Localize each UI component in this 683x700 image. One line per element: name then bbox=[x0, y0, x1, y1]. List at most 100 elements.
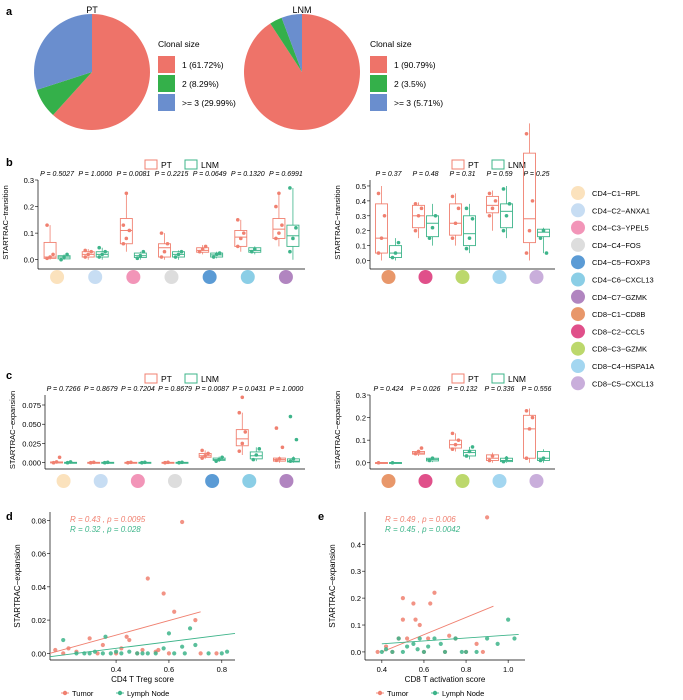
data-point bbox=[501, 459, 506, 464]
y-tick-label: 0.0 bbox=[351, 648, 361, 657]
y-tick-label: 0.08 bbox=[31, 516, 46, 525]
legend-label: Tumor bbox=[387, 689, 409, 698]
data-point bbox=[527, 427, 532, 431]
x-tick-label: 0.4 bbox=[377, 665, 387, 674]
celltype-dot bbox=[50, 270, 65, 284]
data-point bbox=[200, 456, 204, 460]
data-point bbox=[119, 646, 124, 651]
correlation-annotation: R = 0.32 , p = 0.028 bbox=[70, 525, 141, 534]
data-point bbox=[450, 194, 455, 199]
data-point bbox=[467, 449, 472, 454]
data-point bbox=[68, 460, 73, 464]
data-point bbox=[166, 631, 172, 636]
data-point bbox=[463, 649, 469, 655]
data-point bbox=[83, 248, 88, 253]
data-point bbox=[530, 415, 535, 420]
legend-swatch-lnm bbox=[491, 159, 505, 170]
pie-lnm: LNM Clonal size 1 (90.79%) 2 (3.5%) >= 3… bbox=[244, 5, 443, 130]
data-point bbox=[238, 236, 243, 241]
data-point bbox=[433, 213, 438, 218]
celltype-dot bbox=[492, 474, 507, 488]
box bbox=[486, 195, 499, 214]
pie-slice bbox=[36, 72, 92, 115]
celltype-dot bbox=[418, 474, 433, 488]
y-tick-label: 0.04 bbox=[31, 583, 46, 592]
data-point bbox=[485, 636, 490, 641]
data-point bbox=[405, 644, 410, 649]
data-point bbox=[82, 651, 87, 656]
p-value: P = 0.25 bbox=[523, 171, 549, 178]
data-point bbox=[415, 647, 420, 652]
box bbox=[375, 203, 388, 254]
p-value: P = 0.59 bbox=[486, 171, 512, 178]
data-point bbox=[161, 591, 166, 596]
data-point bbox=[141, 249, 146, 254]
y-tick-label: 0.2 bbox=[24, 203, 34, 212]
data-point bbox=[166, 651, 172, 656]
data-point bbox=[379, 649, 384, 655]
data-point bbox=[376, 191, 381, 196]
data-point bbox=[237, 449, 242, 453]
y-tick-label: 0.050 bbox=[22, 420, 41, 429]
data-point bbox=[159, 231, 164, 235]
data-point bbox=[541, 456, 546, 461]
boxplot-expansion-cd4: 0.000 0.025 0.050 0.075 STARTRAC−expansion P … bbox=[8, 386, 305, 488]
data-point bbox=[211, 255, 216, 259]
pie-slice bbox=[53, 14, 150, 130]
data-point bbox=[87, 636, 92, 641]
data-point bbox=[162, 249, 167, 254]
celltype-swatch bbox=[571, 324, 585, 339]
data-point bbox=[86, 252, 91, 257]
data-point bbox=[45, 256, 49, 261]
data-point bbox=[173, 255, 178, 259]
p-value: P = 0.37 bbox=[375, 171, 402, 178]
correlation-annotation: R = 0.49 , p = 0.006 bbox=[385, 515, 456, 524]
data-point bbox=[219, 651, 224, 656]
panel-label-b: b bbox=[6, 157, 13, 169]
x-tick-label: 0.8 bbox=[461, 665, 471, 674]
data-point bbox=[161, 646, 166, 651]
data-point bbox=[51, 252, 55, 257]
x-tick-label: 0.6 bbox=[164, 665, 174, 674]
p-value: P = 0.2215 bbox=[155, 171, 189, 178]
y-tick-label: 0.3 bbox=[356, 391, 366, 400]
box bbox=[463, 215, 476, 247]
celltype-dot bbox=[418, 270, 433, 284]
data-point bbox=[459, 649, 464, 655]
correlation-annotation: R = 0.43 , p = 0.0095 bbox=[70, 515, 146, 524]
y-tick-label: 0.2 bbox=[356, 414, 366, 423]
legend-marker bbox=[432, 690, 438, 696]
y-axis-label: STARTRAC−expansion bbox=[8, 391, 17, 469]
data-point bbox=[200, 247, 205, 251]
data-point bbox=[193, 617, 198, 623]
legend-marker bbox=[117, 690, 123, 696]
data-point bbox=[100, 651, 105, 656]
data-point bbox=[450, 447, 455, 451]
celltype-swatch bbox=[571, 341, 585, 356]
pie-legend-swatch bbox=[158, 56, 175, 73]
data-point bbox=[487, 191, 492, 196]
data-point bbox=[45, 223, 49, 227]
data-point bbox=[288, 414, 293, 419]
boxplot-transition-cd8: 0.0 0.1 0.2 0.3 0.4 0.5 STARTRAC−transition P =… bbox=[333, 123, 555, 284]
p-value: P = 0.132 bbox=[448, 386, 478, 393]
data-point bbox=[88, 460, 93, 465]
y-axis-label: STARTRAC−expansion bbox=[13, 544, 22, 628]
legend-label-lnm: LNM bbox=[508, 160, 526, 170]
celltype-dot bbox=[168, 474, 182, 488]
data-point bbox=[252, 247, 257, 251]
pie-legend-swatch bbox=[370, 94, 387, 111]
legend-swatch-pt bbox=[451, 159, 465, 170]
data-point bbox=[254, 453, 259, 457]
scatter-cd8-activation: 0.0 0.1 0.2 0.3 0.4 0.4 0.6 0.8 1.0 CD8 T activat… bbox=[328, 512, 525, 698]
celltype-dot bbox=[93, 474, 108, 488]
data-point bbox=[237, 410, 242, 415]
y-tick-label: 0.00 bbox=[31, 649, 46, 658]
data-point bbox=[135, 256, 140, 261]
data-point bbox=[487, 458, 492, 463]
panel-label-c: c bbox=[6, 370, 12, 382]
p-value: P = 0.0431 bbox=[232, 386, 266, 393]
pie-title: PT bbox=[86, 5, 98, 15]
data-point bbox=[495, 641, 500, 646]
celltype-swatch bbox=[571, 272, 585, 287]
